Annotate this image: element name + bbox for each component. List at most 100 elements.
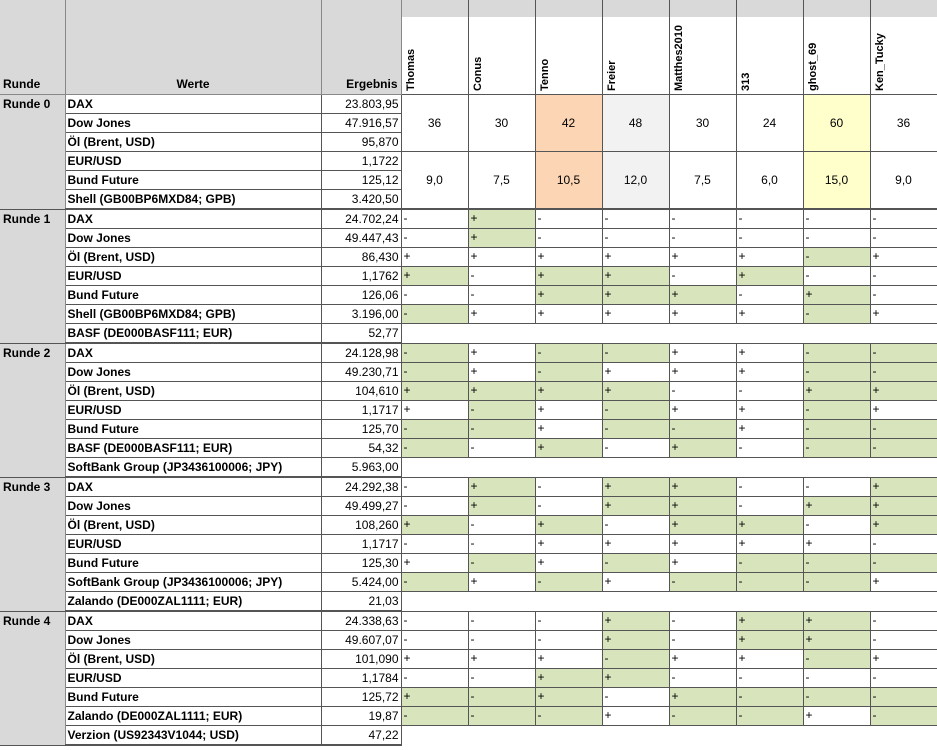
round-label: Runde 2 (0, 343, 66, 478)
tip-cell: - (534, 476, 603, 497)
tip-cell: + (668, 496, 737, 516)
tip-cell: + (400, 266, 469, 286)
tip-cell: - (802, 649, 871, 669)
player-average: 12,0 (601, 151, 670, 210)
tip-cell: - (869, 438, 937, 458)
tip-cell: - (400, 438, 469, 458)
tip-cell: - (467, 285, 536, 305)
tip-cell: - (735, 476, 804, 497)
tip-cell: - (802, 304, 871, 324)
tip-cell: - (467, 553, 536, 573)
tip-cell: - (802, 266, 871, 286)
tip-cell: - (869, 419, 937, 439)
table-row: Dow Jones 49.607,07- - - + - + + - (0, 630, 937, 650)
tip-cell: - (400, 534, 469, 554)
tip-cell: - (467, 706, 536, 726)
value-name: Öl (Brent, USD) (64, 247, 322, 267)
value-name: Öl (Brent, USD) (64, 649, 322, 669)
tip-cell: - (601, 342, 670, 363)
player-name: 313 (739, 72, 752, 91)
value-name: Bund Future (64, 419, 322, 439)
tip-cell: + (869, 247, 937, 267)
table-row: EUR/USD 1,1717 + - + - + + - + (0, 400, 937, 420)
tip-cell: + (534, 419, 603, 439)
tip-cell: - (668, 228, 737, 248)
tip-cell: + (802, 610, 871, 631)
tip-cell: - (735, 438, 804, 458)
value-name: Dow Jones (64, 228, 322, 248)
tip-cell: - (400, 496, 469, 516)
table-row: Runde 2 DAX 24.128,98- + - - + + - - (0, 342, 937, 478)
tip-cell: - (534, 208, 603, 229)
tip-cell: - (668, 419, 737, 439)
tip-cell: - (601, 400, 670, 420)
tip-cell: - (467, 266, 536, 286)
tip-cell: + (400, 649, 469, 669)
tip-cell: + (735, 419, 804, 439)
value-name: SoftBank Group (JP3436100006; JPY) (64, 457, 322, 478)
table-row: Dow Jones 49.230,71- + - + + + - - (0, 362, 937, 382)
value-result: 104,610 (320, 381, 402, 401)
tip-cell: + (735, 649, 804, 669)
tip-cell: + (802, 381, 871, 401)
tip-cell: - (668, 610, 737, 631)
player-name: Matthes2010 (672, 24, 685, 91)
value-name: DAX (64, 342, 322, 363)
tip-cell: - (601, 438, 670, 458)
value-name: EUR/USD (64, 151, 322, 171)
tip-cell: - (802, 247, 871, 267)
tip-cell: - (400, 668, 469, 688)
value-result: 1,1717 (320, 534, 402, 554)
value-result: 24.338,63 (320, 610, 402, 631)
tip-cell: + (735, 304, 804, 324)
tip-cell: - (601, 515, 670, 535)
tip-cell: - (802, 668, 871, 688)
value-result: 125,30 (320, 553, 402, 573)
tip-cell: + (534, 687, 603, 707)
tip-cell: - (400, 342, 469, 363)
tip-cell: - (735, 228, 804, 248)
player-header: Tenno (534, 0, 603, 95)
tip-cell: - (802, 208, 871, 229)
tip-cell: + (735, 342, 804, 363)
player-name: ghost_69 (806, 42, 819, 91)
tip-cell: - (668, 630, 737, 650)
value-name: Zalando (DE000ZAL1111; EUR) (64, 591, 322, 612)
tip-cell: - (735, 668, 804, 688)
tip-cell: + (534, 285, 603, 305)
table-row: Runde 3 DAX 24.292,38- + - + + - - + (0, 476, 937, 612)
tip-cell: + (467, 228, 536, 248)
table-row: EUR/USD 1,1784- - + + - - - - (0, 668, 937, 688)
player-points: 36 (400, 94, 469, 152)
table-row: Öl (Brent, USD) 86,430 + + + + + + - + (0, 247, 937, 267)
value-result: 3.420,50 (320, 189, 402, 210)
tip-cell: + (735, 515, 804, 535)
header-werte: Werte (65, 0, 322, 95)
tip-cell: + (400, 247, 469, 267)
value-result: 5.424,00 (320, 572, 402, 592)
tip-cell: + (601, 668, 670, 688)
value-name: Bund Future (64, 285, 322, 305)
value-name: SoftBank Group (JP3436100006; JPY) (64, 572, 322, 592)
player-header: Matthes2010 (668, 0, 737, 95)
tip-cell: - (400, 630, 469, 650)
tip-cell: - (802, 553, 871, 573)
value-name: EUR/USD (64, 266, 322, 286)
tip-cell: + (869, 476, 937, 497)
player-header: Thomas (400, 0, 469, 95)
tip-cell: - (601, 208, 670, 229)
player-points: 42 (534, 94, 603, 152)
table-row: Runde 1 DAX 24.702,24- + - - - - - - (0, 208, 937, 344)
tip-cell: - (467, 630, 536, 650)
tip-cell: - (735, 381, 804, 401)
value-result: 21,03 (320, 591, 402, 612)
tip-cell: + (467, 208, 536, 229)
player-header: Conus (467, 0, 536, 95)
tip-cell: + (668, 247, 737, 267)
tip-cell: + (534, 534, 603, 554)
tip-cell: - (400, 208, 469, 229)
value-result: 86,430 (320, 247, 402, 267)
value-result: 52,77 (320, 323, 402, 344)
tip-cell: + (601, 304, 670, 324)
